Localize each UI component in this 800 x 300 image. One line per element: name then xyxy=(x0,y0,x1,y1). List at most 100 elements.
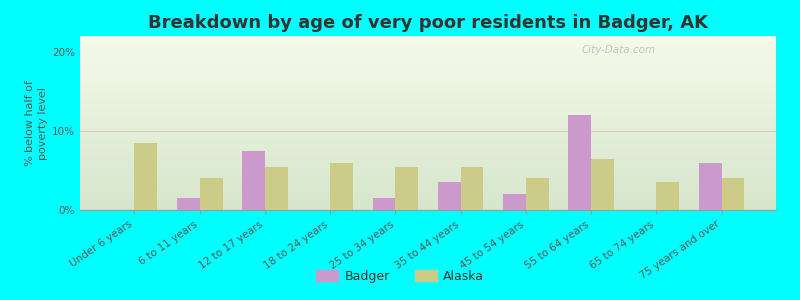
Bar xyxy=(80,119,776,121)
Title: Breakdown by age of very poor residents in Badger, AK: Breakdown by age of very poor residents … xyxy=(148,14,708,32)
Bar xyxy=(134,143,158,210)
Bar xyxy=(80,177,776,179)
Bar xyxy=(591,159,614,210)
Bar xyxy=(373,198,395,210)
Bar xyxy=(80,48,776,50)
Bar xyxy=(80,193,776,194)
Bar xyxy=(80,140,776,142)
Bar xyxy=(80,139,776,140)
Bar xyxy=(80,52,776,53)
Bar xyxy=(80,173,776,175)
Bar xyxy=(80,179,776,180)
Bar xyxy=(80,189,776,191)
Bar xyxy=(80,147,776,149)
Bar xyxy=(80,154,776,156)
Bar xyxy=(80,128,776,130)
Bar xyxy=(80,62,776,64)
Bar xyxy=(80,208,776,210)
Bar xyxy=(80,67,776,69)
Bar xyxy=(80,71,776,73)
Bar xyxy=(80,132,776,134)
Bar xyxy=(80,149,776,151)
Bar xyxy=(80,165,776,167)
Bar xyxy=(80,78,776,80)
Bar xyxy=(80,135,776,137)
Bar xyxy=(80,175,776,177)
Bar xyxy=(568,115,591,210)
Bar xyxy=(80,99,776,100)
Bar xyxy=(80,137,776,139)
Bar xyxy=(395,167,418,210)
Bar xyxy=(200,178,222,210)
Bar xyxy=(80,121,776,123)
Bar xyxy=(80,76,776,78)
Bar xyxy=(80,170,776,172)
Bar xyxy=(526,178,549,210)
Bar xyxy=(242,151,265,210)
Bar xyxy=(80,146,776,147)
Bar xyxy=(177,198,200,210)
Bar xyxy=(722,178,744,210)
Bar xyxy=(80,95,776,97)
Bar xyxy=(80,106,776,107)
Bar xyxy=(80,116,776,118)
Bar xyxy=(80,74,776,76)
Bar xyxy=(80,97,776,99)
Bar xyxy=(80,163,776,165)
Bar xyxy=(80,206,776,208)
Bar xyxy=(80,118,776,119)
Bar xyxy=(80,172,776,173)
Bar xyxy=(80,188,776,189)
Bar xyxy=(80,125,776,127)
Bar xyxy=(80,130,776,132)
Bar xyxy=(80,186,776,188)
Bar xyxy=(656,182,679,210)
Bar xyxy=(80,88,776,90)
Bar xyxy=(80,198,776,200)
Bar xyxy=(80,156,776,158)
Bar xyxy=(461,167,483,210)
Bar xyxy=(80,64,776,66)
Bar xyxy=(80,200,776,201)
Bar xyxy=(80,158,776,160)
Bar xyxy=(503,194,526,210)
Bar xyxy=(80,85,776,86)
Bar xyxy=(80,167,776,168)
Bar xyxy=(80,55,776,57)
Bar xyxy=(80,81,776,83)
Bar xyxy=(80,86,776,88)
Bar xyxy=(265,167,288,210)
Bar xyxy=(80,203,776,205)
Bar xyxy=(330,163,353,210)
Bar xyxy=(80,107,776,109)
Bar xyxy=(80,144,776,146)
Bar xyxy=(80,153,776,154)
Bar xyxy=(80,161,776,163)
Bar xyxy=(80,134,776,135)
Bar xyxy=(80,180,776,182)
Bar xyxy=(80,160,776,161)
Bar xyxy=(80,50,776,52)
Bar xyxy=(80,104,776,106)
Bar xyxy=(80,46,776,48)
Bar xyxy=(80,90,776,92)
Bar xyxy=(80,102,776,104)
Bar xyxy=(80,184,776,186)
Bar xyxy=(80,182,776,184)
Bar xyxy=(80,45,776,46)
Text: City-Data.com: City-Data.com xyxy=(581,45,655,55)
Bar xyxy=(80,36,776,38)
Bar xyxy=(80,57,776,58)
Bar xyxy=(438,182,461,210)
Bar xyxy=(80,93,776,95)
Bar xyxy=(80,60,776,62)
Bar xyxy=(80,58,776,60)
Bar xyxy=(80,196,776,198)
Bar xyxy=(80,112,776,114)
Bar xyxy=(80,111,776,112)
Bar xyxy=(80,142,776,144)
Y-axis label: % below half of
poverty level: % below half of poverty level xyxy=(25,80,48,166)
Bar xyxy=(698,163,722,210)
Bar xyxy=(80,80,776,81)
Bar xyxy=(80,92,776,93)
